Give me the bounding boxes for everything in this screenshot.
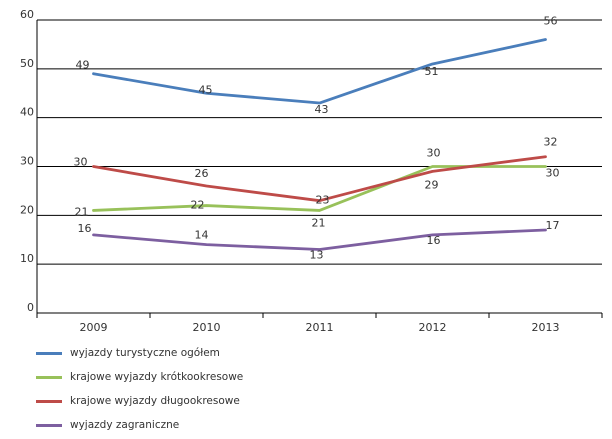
y-tick-label: 50	[20, 57, 34, 70]
data-label: 21	[312, 216, 326, 229]
legend-label: krajowe wyjazdy długookresowe	[70, 395, 240, 407]
x-tick-label: 2010	[193, 321, 221, 334]
data-label: 29	[425, 178, 439, 191]
data-label: 30	[427, 147, 441, 160]
data-label: 14	[195, 229, 209, 242]
data-label: 13	[310, 249, 324, 262]
data-label: 17	[546, 219, 560, 232]
legend-label: krajowe wyjazdy krótkookresowe	[70, 371, 244, 383]
legend-swatch	[36, 399, 62, 403]
legend-item: wyjazdy turystyczne ogółem	[36, 343, 243, 363]
series-line-0	[92, 38, 547, 105]
legend-item: krajowe wyjazdy długookresowe	[36, 391, 243, 411]
data-label: 32	[544, 136, 558, 149]
legend: wyjazdy turystyczne ogółem krajowe wyjaz…	[36, 343, 243, 439]
gridlines	[37, 19, 602, 314]
y-tick-label: 30	[20, 155, 34, 168]
data-label: 23	[316, 194, 330, 207]
data-label: 30	[74, 156, 88, 169]
series-lines	[92, 38, 547, 251]
data-label: 16	[427, 234, 441, 247]
data-label: 56	[544, 15, 558, 28]
data-labels: 49 45 43 51 56 21 22 21 30 30 30 26 23 29 32 16 14 13 16 17	[74, 15, 560, 262]
data-label: 30	[546, 167, 560, 180]
y-tick-label: 20	[20, 203, 34, 216]
legend-item: krajowe wyjazdy krótkookresowe	[36, 367, 243, 387]
data-label: 21	[75, 205, 89, 218]
x-tick-label: 2012	[419, 321, 447, 334]
legend-label: wyjazdy zagraniczne	[70, 419, 180, 431]
x-tick-label: 2011	[306, 321, 334, 334]
y-tick-label: 10	[20, 252, 34, 265]
data-label: 51	[425, 65, 439, 78]
legend-item: wyjazdy zagraniczne	[36, 415, 243, 435]
x-tick-label: 2009	[80, 321, 108, 334]
data-label: 22	[191, 199, 205, 212]
axes: 0 10 20 30 40 50 60 2009 2010 2011 2012 2013	[20, 8, 603, 334]
data-label: 49	[76, 59, 90, 72]
data-label: 43	[315, 103, 329, 116]
y-tick-label: 40	[20, 106, 34, 119]
legend-swatch	[36, 423, 62, 427]
legend-label: wyjazdy turystyczne ogółem	[70, 347, 220, 359]
series-line-2	[92, 155, 547, 203]
legend-swatch	[36, 375, 62, 379]
line-chart: 0 10 20 30 40 50 60 2009 2010 2011 2012 2013 49 45 43…	[20, 8, 603, 334]
legend-swatch	[36, 351, 62, 355]
y-tick-label: 0	[27, 301, 34, 314]
data-label: 16	[78, 222, 92, 235]
data-label: 45	[199, 83, 213, 96]
x-tick-label: 2013	[532, 321, 560, 334]
series-line-3	[92, 228, 547, 251]
y-tick-label: 60	[20, 8, 34, 21]
data-label: 26	[195, 167, 209, 180]
